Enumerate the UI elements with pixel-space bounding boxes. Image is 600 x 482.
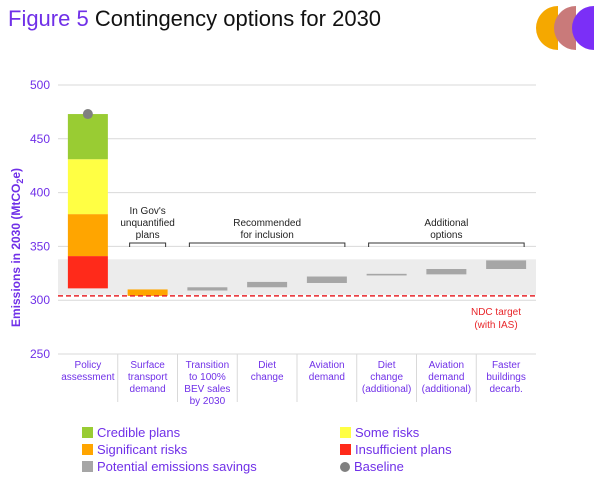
legend-label: Baseline bbox=[354, 459, 404, 474]
category-label: demand bbox=[309, 372, 345, 383]
x-axis-categories: PolicyassessmentSurfacetransportdemandTr… bbox=[61, 354, 526, 407]
legend-label: Some risks bbox=[355, 425, 420, 440]
category-label: Faster bbox=[492, 360, 521, 371]
savings-bar bbox=[127, 289, 168, 296]
category-label: transport bbox=[128, 372, 168, 383]
y-axis-ticks: 250 300 350 400 450 500 bbox=[30, 78, 50, 361]
y-tick-label: 300 bbox=[30, 293, 50, 307]
group-bracket bbox=[129, 242, 167, 247]
logo-shape-pink bbox=[554, 6, 576, 50]
group-label: Additional bbox=[424, 218, 468, 229]
category-label: decarb. bbox=[489, 384, 522, 395]
group-label: unquantified bbox=[120, 218, 175, 229]
legend-swatch bbox=[340, 461, 350, 472]
category-label: Diet bbox=[258, 360, 276, 371]
brand-logo bbox=[536, 6, 594, 50]
legend-item: Potential emissions savings bbox=[82, 459, 257, 474]
legend-item: Insufficient plans bbox=[340, 442, 452, 457]
group-label: Recommended bbox=[233, 218, 301, 229]
legend-label: Credible plans bbox=[97, 425, 181, 440]
category-label: Diet bbox=[378, 360, 396, 371]
chart-legend: Credible plans Some risks Significant risk… bbox=[82, 425, 600, 481]
savings-bar bbox=[426, 268, 467, 275]
policy-bar-credible-plans bbox=[67, 114, 108, 160]
policy-bar-insufficient-plans bbox=[67, 256, 108, 289]
y-tick-label: 500 bbox=[30, 78, 50, 92]
policy-bar-significant-risks bbox=[67, 214, 108, 257]
contingency-chart: 250 300 350 400 450 500 NDC target (with IAS)… bbox=[9, 78, 536, 407]
category-label: Transition bbox=[186, 360, 230, 371]
legend-swatch bbox=[82, 444, 93, 455]
y-axis-label-subscript: 2 bbox=[15, 179, 25, 184]
chart-gridlines bbox=[58, 84, 536, 355]
savings-bar bbox=[366, 273, 407, 276]
legend-swatch bbox=[82, 427, 93, 438]
legend-item: Baseline bbox=[340, 459, 404, 474]
y-axis-label-main: Emissions in 2030 (MtCO bbox=[9, 184, 23, 327]
policy-bar-some-risks bbox=[67, 159, 108, 215]
category-label: buildings bbox=[486, 372, 525, 383]
legend-item: Significant risks bbox=[82, 442, 187, 457]
category-label: Aviation bbox=[429, 360, 464, 371]
category-label: demand bbox=[428, 372, 464, 383]
category-label: by 2030 bbox=[190, 396, 226, 407]
ndc-label-line-2: (with IAS) bbox=[474, 320, 517, 331]
group-bracket bbox=[368, 242, 525, 247]
chart-bars bbox=[67, 109, 527, 296]
legend-item: Credible plans bbox=[82, 425, 180, 440]
group-label: options bbox=[430, 230, 462, 241]
y-tick-label: 250 bbox=[30, 347, 50, 361]
group-label: In Gov's bbox=[129, 206, 165, 217]
logo-shape-orange bbox=[536, 6, 558, 50]
y-axis-label-end: e) bbox=[9, 168, 23, 179]
category-label: (additional) bbox=[422, 384, 471, 395]
category-label: Surface bbox=[130, 360, 165, 371]
group-label: plans bbox=[136, 230, 160, 241]
category-label: (additional) bbox=[362, 384, 411, 395]
legend-label: Potential emissions savings bbox=[97, 459, 257, 474]
figure-title-text: Contingency options for 2030 bbox=[94, 6, 382, 31]
legend-item: Some risks bbox=[340, 425, 419, 440]
legend-swatch bbox=[340, 444, 351, 455]
category-label: Policy bbox=[75, 360, 102, 371]
figure-number: Figure 5 bbox=[8, 6, 89, 31]
category-label: BEV sales bbox=[184, 384, 230, 395]
savings-band bbox=[58, 259, 536, 295]
group-label: for inclusion bbox=[240, 230, 293, 241]
group-bracket bbox=[188, 242, 346, 247]
savings-bar bbox=[306, 276, 347, 283]
legend-label: Insufficient plans bbox=[355, 442, 452, 457]
legend-label: Significant risks bbox=[97, 442, 188, 457]
category-label: change bbox=[370, 372, 403, 383]
y-axis-label: Emissions in 2030 (MtCO2e) bbox=[9, 168, 25, 327]
savings-bar bbox=[486, 260, 527, 269]
category-label: assessment bbox=[61, 372, 115, 383]
category-label: demand bbox=[130, 384, 166, 395]
category-label: Aviation bbox=[309, 360, 344, 371]
legend-swatch bbox=[82, 461, 93, 472]
y-tick-label: 450 bbox=[30, 132, 50, 146]
y-tick-label: 400 bbox=[30, 186, 50, 200]
ndc-label-line-1: NDC target bbox=[471, 307, 521, 318]
baseline-marker bbox=[82, 109, 93, 120]
category-label: change bbox=[251, 372, 284, 383]
figure-title: Figure 5 Contingency options for 2030 bbox=[8, 6, 381, 32]
category-label: to 100% bbox=[189, 372, 226, 383]
savings-bar bbox=[247, 281, 288, 288]
legend-swatch bbox=[340, 427, 351, 438]
y-tick-label: 350 bbox=[30, 239, 50, 253]
logo-shape-purple bbox=[572, 6, 594, 50]
savings-bar bbox=[187, 287, 228, 291]
